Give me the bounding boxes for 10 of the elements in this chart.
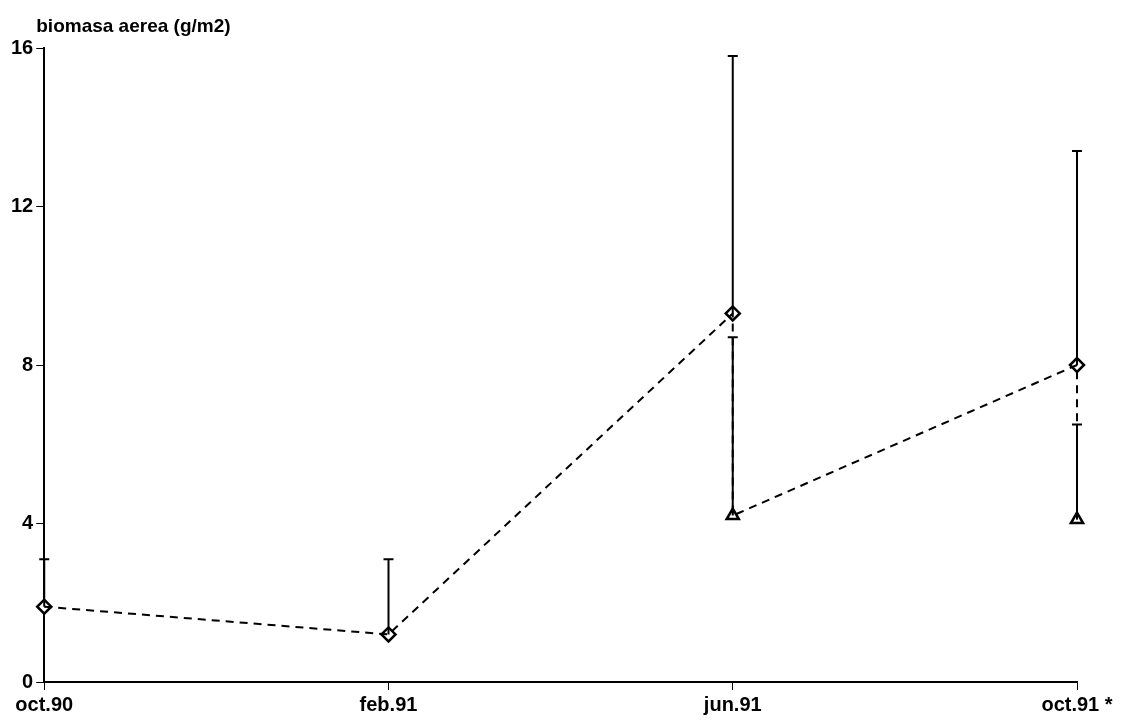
x-tick-label: oct.91 * bbox=[1041, 692, 1113, 715]
x-tick-label: oct.90 bbox=[15, 692, 74, 715]
y-axis-title: biomasa aerea (g/m2) bbox=[36, 14, 231, 36]
y-tick-label: 8 bbox=[22, 352, 34, 375]
y-tick-label: 16 bbox=[11, 35, 34, 58]
y-tick-label: 4 bbox=[22, 511, 35, 534]
x-tick-label: feb.91 bbox=[359, 692, 418, 715]
y-tick-label: 12 bbox=[11, 194, 34, 217]
y-tick-label: 0 bbox=[22, 669, 34, 692]
x-tick-label: jun.91 bbox=[702, 692, 762, 715]
